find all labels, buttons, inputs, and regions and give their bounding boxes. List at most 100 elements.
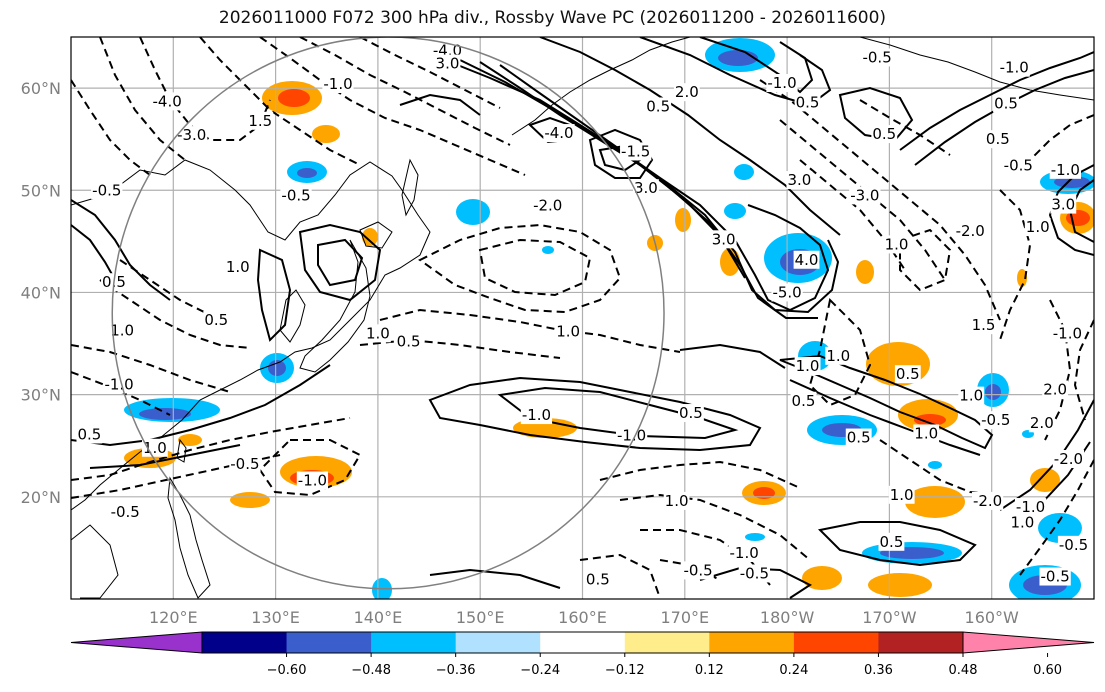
contour-line-positive (779, 354, 994, 450)
contour-label-background (141, 438, 168, 457)
contour-line-negative (640, 529, 771, 586)
contour-label: 0.5 (646, 97, 670, 115)
shade-positive (720, 248, 740, 276)
contour-label-background (738, 564, 771, 583)
contour-label-background (883, 235, 910, 254)
contour-label: 1.0 (1010, 513, 1034, 531)
colorbar-frame (201, 631, 964, 654)
shade-negative (542, 246, 554, 254)
contour-label: 3.0 (634, 179, 658, 197)
contour-line-negative (759, 79, 1001, 321)
shade-positive (178, 434, 202, 446)
contour-label-background (1049, 160, 1081, 179)
contour-label: -1.0 (1051, 161, 1080, 179)
contour-label-background (91, 181, 123, 200)
shade-positive (802, 566, 842, 590)
contour-label-background (1014, 498, 1047, 517)
contour-line-negative (199, 37, 361, 166)
contour-label: 1.0 (366, 324, 390, 342)
shade-positive (1017, 269, 1027, 287)
contour-line-positive (89, 444, 241, 469)
contour-line-negative (1029, 114, 1094, 161)
colorbar-extend-low (70, 631, 203, 654)
contour-line-positive (588, 128, 654, 179)
shade-positive (675, 208, 691, 232)
contour-label-background (673, 83, 700, 102)
contour-label-background (615, 426, 648, 445)
shade-negative (718, 50, 758, 66)
colorbar-tick-label: −0.48 (351, 663, 391, 678)
coastline-alaska (859, 37, 1094, 101)
contour-label: 1.0 (143, 439, 167, 457)
lat-label: 60°N (21, 79, 61, 98)
colorbar-extend-high (962, 631, 1095, 654)
contour-line-negative (71, 454, 281, 499)
contour-label-background (1002, 156, 1034, 175)
contour-label-background (766, 73, 798, 92)
contour-label-background (993, 94, 1019, 113)
contour-line-negative (359, 37, 501, 109)
contour-label-background (710, 230, 737, 249)
contour-line-negative (139, 37, 271, 141)
contour-line-negative (1073, 319, 1094, 421)
contour-label: -5.0 (772, 283, 801, 301)
shade-negative (1054, 176, 1090, 188)
contour-label-background (849, 186, 881, 205)
contour-label: -1.0 (1016, 498, 1045, 516)
contour-line-positive (399, 93, 481, 116)
contour-label-background (825, 346, 852, 365)
colorbar-segment (455, 632, 541, 653)
contour-line-negative (879, 439, 1001, 496)
colorbar-segment (202, 632, 288, 653)
colorbar-tick-label: −0.36 (436, 663, 476, 678)
contour-label-background (913, 424, 940, 443)
shade-negative (456, 199, 490, 225)
contour-line-negative (478, 238, 592, 297)
colorbar-tick-label: −0.24 (520, 663, 560, 678)
contour-label-background (229, 455, 261, 474)
shade-negative (734, 164, 754, 180)
coastline-asia (71, 159, 431, 511)
contour-label-background (109, 321, 136, 340)
lon-label: 160°W (965, 608, 1020, 627)
contour-label: 0.5 (994, 94, 1018, 112)
contour-label-background (998, 58, 1030, 77)
contour-label-background (984, 130, 1011, 149)
contour-label-background (1057, 535, 1090, 554)
contour-label-background (793, 250, 820, 269)
contour-label-background (878, 532, 905, 551)
map-title: 2026011000 F072 300 hPa div., Rossby Wav… (218, 8, 887, 28)
longitude-labels: 120°E 130°E 140°E 150°E 160°E 170°E 180°W 170°W… (149, 608, 1019, 627)
contour-label-background (520, 406, 553, 425)
contour-line-negative (899, 228, 952, 292)
contour-label-background (1051, 324, 1084, 343)
colorbar-tick-label: 0.24 (779, 663, 808, 678)
contour-line-negative (71, 417, 351, 481)
contour-label-background (151, 92, 183, 111)
lon-label: 130°E (251, 608, 300, 627)
contour-line-positive (428, 376, 762, 452)
coastlines (71, 37, 1094, 599)
contour-label: 0.5 (77, 425, 101, 443)
contour-line-positive (71, 199, 171, 301)
shade-positive (914, 414, 946, 426)
lat-label: 20°N (21, 488, 61, 507)
contour-label: -1.0 (104, 375, 133, 393)
contour-label: 2.0 (675, 83, 699, 101)
contour-label-background (176, 126, 208, 145)
contour-line-positive (439, 57, 830, 312)
contour-label: -4.0 (153, 92, 182, 110)
contour-label: 1.5 (972, 316, 996, 334)
contour-label: -1.0 (617, 427, 646, 445)
shade-positive (312, 125, 340, 143)
contour-line-positive (429, 568, 561, 589)
contour-label: 1.0 (1026, 218, 1050, 236)
latitude-labels: 60°N 50°N 40°N 30°N 20°N (21, 79, 61, 507)
contour-line-positive (699, 566, 813, 599)
colorbar-segment (286, 632, 372, 653)
contour-label-background (584, 570, 611, 589)
contour-label: 0.5 (847, 429, 871, 447)
lon-label: 180°W (760, 608, 815, 627)
contour-label: 1.0 (226, 258, 250, 276)
coastline-borneo (71, 524, 119, 599)
